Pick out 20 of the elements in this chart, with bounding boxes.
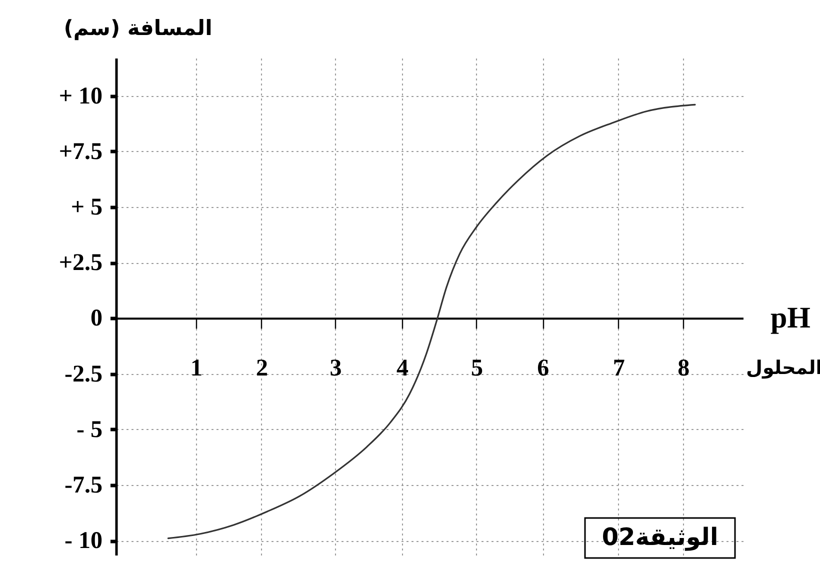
y-axis-title: المسافة (سم) <box>64 16 212 41</box>
x-tick-label: 6 <box>537 356 550 382</box>
x-tick-label: 3 <box>330 356 342 382</box>
y-tick-label: - 10 <box>64 528 102 554</box>
y-tick-label: - 5 <box>76 416 102 443</box>
x-tick-label: 5 <box>470 356 483 382</box>
y-tick-label: 0 <box>90 306 102 332</box>
x-axis-title: pH <box>770 302 811 335</box>
y-tick-label: -7.5 <box>64 472 102 498</box>
x-tick-label: 4 <box>396 356 409 382</box>
y-tick-label: +7.5 <box>58 138 102 165</box>
y-tick-label: + 10 <box>58 83 102 110</box>
x-tick-label: 8 <box>678 356 690 382</box>
x-tick-label: 7 <box>612 356 625 382</box>
y-tick-label: +2.5 <box>58 250 102 276</box>
y-tick-label: + 5 <box>70 194 102 220</box>
x-tick-label: 1 <box>190 356 203 382</box>
x-tick-label: 2 <box>256 356 268 382</box>
annotation: الوثيقة02 <box>602 523 718 551</box>
y-tick-label: -2.5 <box>64 361 102 388</box>
